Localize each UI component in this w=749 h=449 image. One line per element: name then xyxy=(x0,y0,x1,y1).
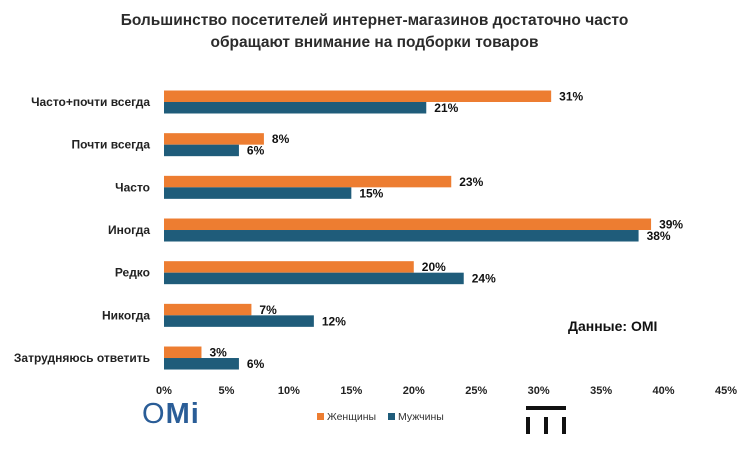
category-label: Затрудняюсь ответить xyxy=(14,351,150,365)
data-label: 15% xyxy=(359,186,383,200)
data-label: 6% xyxy=(247,144,265,158)
legend-item-women: Женщины xyxy=(327,411,376,423)
omi-logo-o: O xyxy=(142,398,166,430)
data-label: 21% xyxy=(434,101,458,115)
bar-women xyxy=(164,175,452,188)
category-label: Почти всегда xyxy=(72,138,151,152)
category-label: Никогда xyxy=(102,308,150,322)
data-label: 12% xyxy=(322,314,346,328)
x-tick-label: 10% xyxy=(278,385,300,397)
bar-women xyxy=(164,346,202,359)
bar-men xyxy=(164,102,427,114)
chart-title-line-1: Большинство посетителей интернет-магазин… xyxy=(120,12,629,29)
data-label: 24% xyxy=(472,272,496,286)
omi-logo-mi: Mi xyxy=(165,398,200,430)
bar-men xyxy=(164,187,352,199)
x-tick-label: 35% xyxy=(590,385,612,397)
category-label: Часто+почти всегда xyxy=(31,95,150,109)
brand-mark-icon xyxy=(526,406,566,434)
bar-men xyxy=(164,230,639,242)
data-label: 39% xyxy=(659,218,683,232)
bar-women xyxy=(164,218,652,231)
x-tick-label: 25% xyxy=(465,385,487,397)
bar-men xyxy=(164,358,239,370)
data-label: 23% xyxy=(459,175,483,189)
x-tick-label: 15% xyxy=(340,385,362,397)
category-label: Иногда xyxy=(108,223,150,237)
bar-men xyxy=(164,315,314,327)
bar-women xyxy=(164,133,264,145)
bar-men xyxy=(164,272,464,285)
data-label: 7% xyxy=(259,303,277,317)
data-label: 31% xyxy=(559,90,583,104)
legend-item-men: Мужчины xyxy=(398,411,444,423)
chart-title-line-2: обращают внимание на подборки товаров xyxy=(210,34,539,51)
bar-women xyxy=(164,303,252,316)
x-tick-label: 30% xyxy=(528,385,550,397)
data-label: 8% xyxy=(272,132,290,146)
x-tick-label: 0% xyxy=(156,385,172,397)
x-tick-label: 5% xyxy=(218,385,234,397)
x-tick-label: 20% xyxy=(403,385,425,397)
data-label: 6% xyxy=(247,357,265,371)
category-label: Часто xyxy=(115,180,150,194)
bar-men xyxy=(164,144,239,157)
data-label: 38% xyxy=(647,229,671,243)
category-label: Редко xyxy=(115,266,150,280)
data-label: 3% xyxy=(209,346,227,360)
x-tick-label: 45% xyxy=(715,385,737,397)
bar-women xyxy=(164,90,552,102)
legend-swatch xyxy=(317,413,324,420)
chart-title: Большинство посетителей интернет-магазин… xyxy=(0,10,749,54)
data-label: 20% xyxy=(422,260,446,274)
bar-women xyxy=(164,261,414,273)
legend-swatch xyxy=(388,413,395,420)
x-tick-label: 40% xyxy=(653,385,675,397)
omi-logo: OMi xyxy=(142,398,200,431)
data-source-label: Данные: OMI xyxy=(568,318,658,334)
